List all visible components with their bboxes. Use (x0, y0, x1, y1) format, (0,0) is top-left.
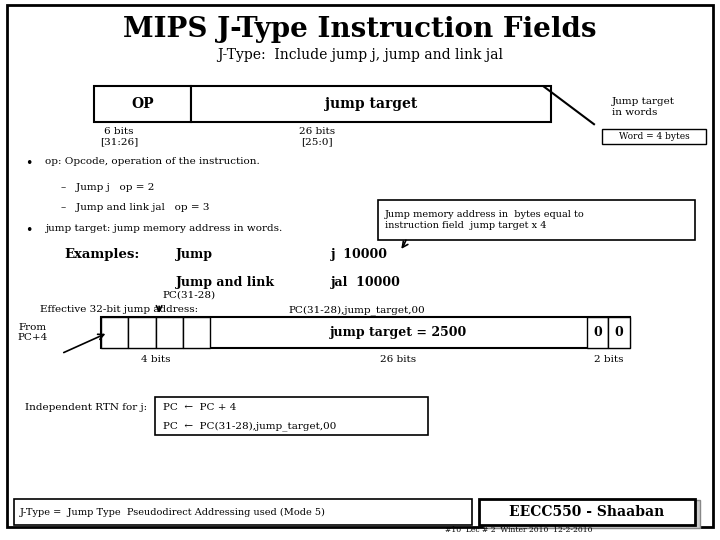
Text: 0: 0 (593, 326, 602, 339)
Text: PC  ←  PC(31-28),jump_target,00: PC ← PC(31-28),jump_target,00 (163, 421, 337, 431)
Text: Jump target
in words: Jump target in words (612, 97, 675, 117)
Text: •: • (25, 224, 32, 237)
Bar (602, 129, 706, 144)
Text: jump target: jump memory address in words.: jump target: jump memory address in word… (45, 224, 282, 233)
Text: PC  ←  PC + 4: PC ← PC + 4 (163, 403, 237, 413)
Text: j  10000: j 10000 (331, 248, 388, 261)
Bar (484, 500, 700, 528)
Text: 0: 0 (615, 326, 624, 339)
Text: J-Type:  Include jump j, jump and link jal: J-Type: Include jump j, jump and link ja… (217, 48, 503, 62)
Text: PC(31-28),jump_target,00: PC(31-28),jump_target,00 (288, 305, 425, 315)
Text: 6 bits
[31:26]: 6 bits [31:26] (99, 127, 138, 146)
Text: 4 bits: 4 bits (141, 355, 170, 364)
Bar (101, 317, 630, 348)
Bar (479, 500, 695, 525)
Text: Independent RTN for j:: Independent RTN for j: (25, 403, 148, 412)
Bar (587, 317, 608, 348)
Text: Effective 32-bit jump address:: Effective 32-bit jump address: (40, 305, 198, 314)
Bar (608, 317, 630, 348)
Bar (155, 397, 428, 435)
Text: From
PC+4: From PC+4 (17, 323, 48, 342)
Text: jump target: jump target (325, 97, 417, 111)
Text: 2 bits: 2 bits (594, 355, 623, 364)
Text: 26 bits: 26 bits (380, 355, 417, 364)
Text: jal  10000: jal 10000 (331, 276, 401, 289)
Text: MIPS J-Type Instruction Fields: MIPS J-Type Instruction Fields (123, 16, 597, 43)
Text: Jump: Jump (176, 248, 213, 261)
Text: •: • (25, 157, 32, 170)
Bar (378, 200, 695, 240)
Bar (101, 317, 128, 348)
Bar (14, 500, 472, 525)
Text: #10  Lec # 2  Winter 2010  12-2-2010: #10 Lec # 2 Winter 2010 12-2-2010 (445, 526, 592, 534)
Text: Jump memory address in  bytes equal to
instruction field  jump target x 4: Jump memory address in bytes equal to in… (385, 211, 585, 229)
Bar (156, 317, 183, 348)
Text: –   Jump and link jal   op = 3: – Jump and link jal op = 3 (61, 202, 210, 212)
Text: jump target = 2500: jump target = 2500 (330, 326, 467, 339)
Text: op: Opcode, operation of the instruction.: op: Opcode, operation of the instruction… (45, 157, 259, 166)
Text: Examples:: Examples: (65, 248, 140, 261)
Text: 26 bits
[25:0]: 26 bits [25:0] (299, 127, 335, 146)
Text: Word = 4 bytes: Word = 4 bytes (619, 132, 690, 141)
Bar (128, 317, 156, 348)
Text: J-Type =  Jump Type  Pseudodirect Addressing used (Mode 5): J-Type = Jump Type Pseudodirect Addressi… (20, 508, 326, 517)
Text: EECC550 - Shaaban: EECC550 - Shaaban (509, 505, 665, 519)
Text: –   Jump j   op = 2: – Jump j op = 2 (61, 183, 155, 192)
Text: OP: OP (131, 97, 153, 111)
Text: Jump and link: Jump and link (176, 276, 275, 289)
Text: PC(31-28): PC(31-28) (163, 291, 216, 300)
Bar (94, 86, 191, 122)
Bar (191, 86, 551, 122)
Bar (183, 317, 210, 348)
